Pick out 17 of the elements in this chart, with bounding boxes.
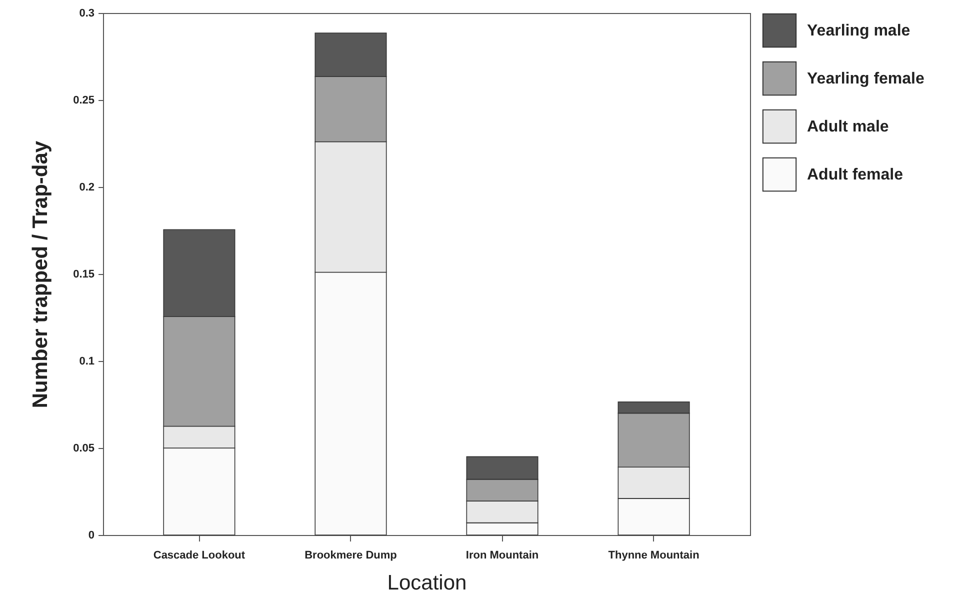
legend-label: Adult male xyxy=(807,118,889,136)
y-tick-label: 0.15 xyxy=(73,268,94,280)
legend-label: Adult female xyxy=(807,166,904,184)
legend-label: Yearling female xyxy=(807,70,924,88)
legend-label: Yearling male xyxy=(807,22,910,40)
x-axis-title: Location xyxy=(387,572,467,594)
y-axis-title: Number trapped / Trap-day xyxy=(29,140,52,408)
x-tick-label: Cascade Lookout xyxy=(153,550,246,562)
y-tick-label: 0.2 xyxy=(79,182,94,194)
y-tick-label: 0.3 xyxy=(79,8,94,20)
y-tick-label: 0 xyxy=(88,530,94,542)
y-tick-label: 0.25 xyxy=(73,94,94,106)
x-tick-label: Iron Mountain xyxy=(466,550,539,562)
y-tick-label: 0.1 xyxy=(79,356,94,368)
x-tick-label: Thynne Mountain xyxy=(608,550,700,562)
y-tick-label: 0.05 xyxy=(73,442,94,454)
x-tick-label: Brookmere Dump xyxy=(304,550,398,562)
